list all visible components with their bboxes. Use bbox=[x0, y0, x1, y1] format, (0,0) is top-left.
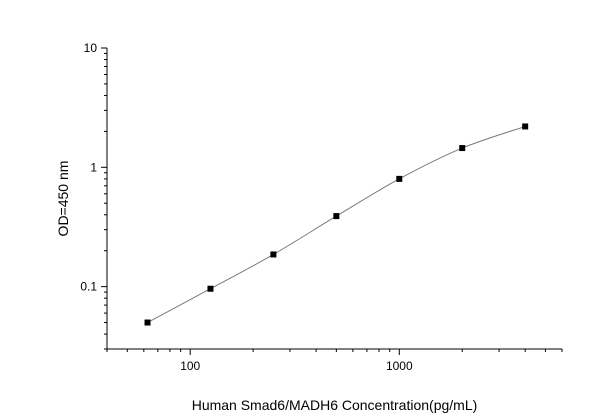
data-point bbox=[144, 319, 151, 326]
y-axis-title: OD=450 nm bbox=[55, 161, 71, 237]
data-point bbox=[207, 285, 214, 292]
data-point bbox=[396, 175, 403, 182]
x-axis: 100 1000 bbox=[106, 348, 563, 373]
y-axis: 0.1 1 10 bbox=[80, 41, 108, 350]
data-point bbox=[333, 213, 340, 220]
y-tick-label: 10 bbox=[84, 41, 98, 55]
y-tick-label: 0.1 bbox=[80, 280, 97, 294]
x-tick-label: 100 bbox=[180, 359, 200, 373]
data-point bbox=[522, 123, 529, 130]
data-point bbox=[270, 251, 277, 258]
x-axis-title: Human Smad6/MADH6 Concentration(pg/mL) bbox=[192, 397, 478, 413]
data-point bbox=[459, 145, 466, 152]
y-tick-label: 1 bbox=[90, 160, 97, 174]
fit-curve-layer bbox=[147, 125, 526, 323]
data-points-layer bbox=[144, 123, 529, 326]
x-tick-label: 1000 bbox=[386, 359, 413, 373]
fit-curve bbox=[147, 125, 526, 323]
